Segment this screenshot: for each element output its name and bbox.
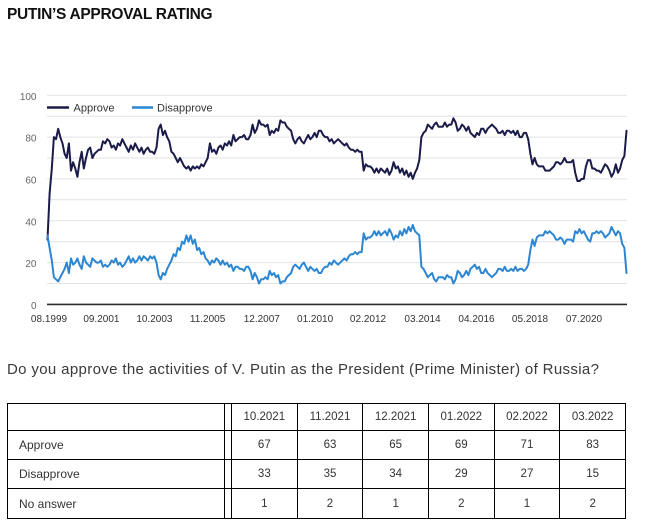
svg-text:10.2003: 10.2003 <box>136 314 173 325</box>
svg-text:01.2010: 01.2010 <box>297 314 334 325</box>
svg-text:40: 40 <box>25 217 37 228</box>
svg-text:03.2014: 03.2014 <box>404 314 441 325</box>
svg-text:02.2012: 02.2012 <box>350 314 387 325</box>
svg-text:07.2020: 07.2020 <box>566 314 603 325</box>
svg-text:11.2005: 11.2005 <box>190 314 226 325</box>
svg-text:12.2007: 12.2007 <box>244 314 281 325</box>
svg-text:08.1999: 08.1999 <box>31 314 68 325</box>
svg-text:04.2016: 04.2016 <box>458 314 495 325</box>
svg-text:60: 60 <box>25 175 37 186</box>
svg-text:100: 100 <box>20 92 37 103</box>
svg-text:20: 20 <box>25 259 37 270</box>
svg-text:Approve: Approve <box>74 102 115 114</box>
svg-text:05.2018: 05.2018 <box>512 314 549 325</box>
svg-text:0: 0 <box>31 301 37 312</box>
svg-text:09.2001: 09.2001 <box>83 314 120 325</box>
svg-text:80: 80 <box>25 134 37 145</box>
svg-text:Disapprove: Disapprove <box>157 102 213 114</box>
